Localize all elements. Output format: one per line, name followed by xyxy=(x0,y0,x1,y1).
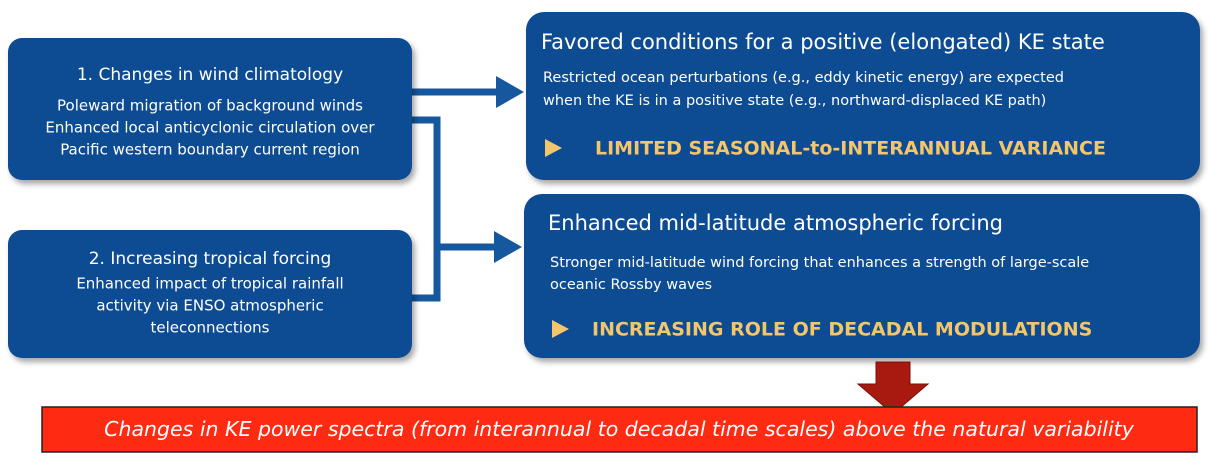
outcome-text: Restricted ocean perturbations (e.g., ed… xyxy=(543,70,1064,86)
down-arrow xyxy=(856,361,930,415)
outcome-title: Favored conditions for a positive (elong… xyxy=(541,30,1105,54)
conclusion-text: Changes in KE power spectra (from intera… xyxy=(104,417,1135,441)
outcome-highlight: LIMITED SEASONAL-to-INTERANNUAL VARIANCE xyxy=(595,138,1106,160)
bullet xyxy=(545,139,562,157)
driver-text: activity via ENSO atmospheric xyxy=(96,297,323,315)
driver-text: Poleward migration of background winds xyxy=(57,97,363,115)
connectors xyxy=(412,88,500,302)
bullet xyxy=(552,320,569,338)
driver-box xyxy=(8,38,412,180)
outcome-box xyxy=(526,12,1200,180)
arrow-head xyxy=(496,76,524,108)
conclusion-box xyxy=(41,406,1198,453)
driver-text: Enhanced local anticyclonic circulation … xyxy=(45,119,375,137)
driver-text: Pacific western boundary current region xyxy=(60,141,360,159)
driver-box xyxy=(8,230,412,358)
outcome-box xyxy=(524,194,1200,358)
outcome-text: oceanic Rossby waves xyxy=(550,277,712,293)
outcome-highlight: INCREASING ROLE OF DECADAL MODULATIONS xyxy=(592,319,1092,341)
driver-title: 2. Increasing tropical forcing xyxy=(89,249,332,269)
outcome-text: Stronger mid-latitude wind forcing that … xyxy=(550,255,1089,271)
driver-text: Enhanced impact of tropical rainfall xyxy=(76,275,343,293)
arrow-head xyxy=(494,231,522,263)
outcome-title: Enhanced mid-latitude atmospheric forcin… xyxy=(548,211,1003,235)
driver-title: 1. Changes in wind climatology xyxy=(77,65,343,85)
driver-text: teleconnections xyxy=(151,319,270,337)
outcome-text: when the KE is in a positive state (e.g.… xyxy=(543,93,1046,109)
